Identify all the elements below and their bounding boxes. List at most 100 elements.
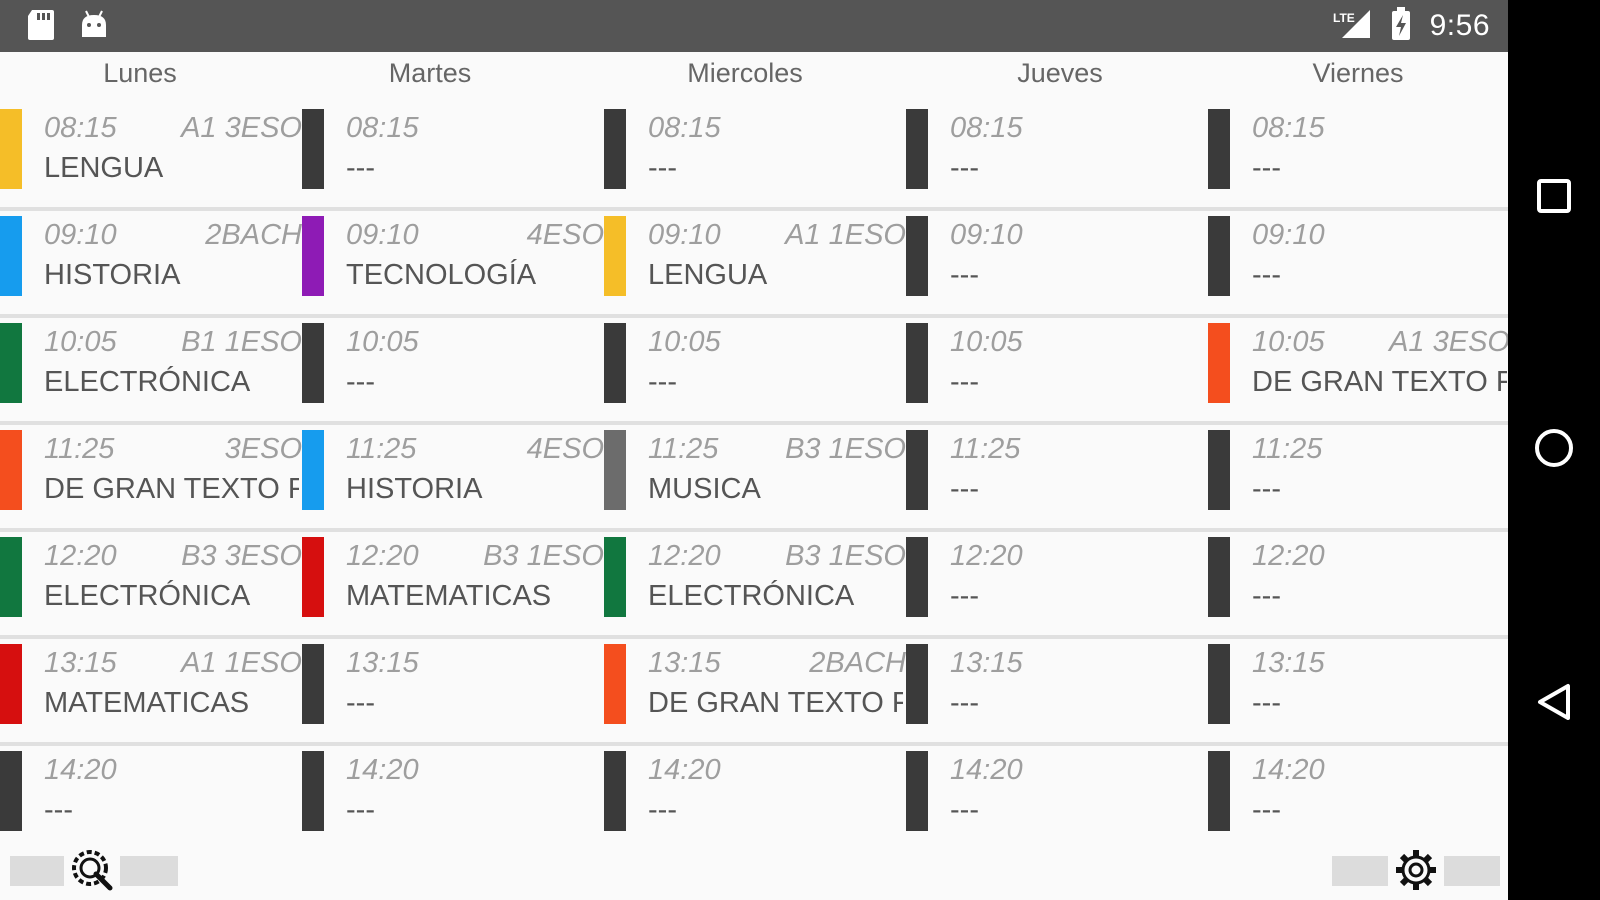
subject-name: --- [950, 794, 979, 826]
schedule-cell[interactable]: 08:15 A1 3ESO LENGUA [0, 104, 302, 207]
schedule-cell[interactable]: 12:20 B3 1ESO ELECTRÓNICA [604, 532, 906, 635]
schedule-cell[interactable]: 14:20 --- [604, 746, 906, 849]
subject-name: --- [1252, 580, 1281, 612]
back-button[interactable] [1526, 676, 1582, 732]
schedule-cell[interactable]: 08:15 --- [604, 104, 906, 207]
subject-color-bar [1208, 430, 1230, 510]
schedule-cell[interactable]: 13:15 2BACH DE GRAN TEXTO F [604, 639, 906, 742]
schedule-cell[interactable]: 11:25 B3 1ESO MUSICA [604, 425, 906, 528]
subject-name: --- [1252, 794, 1281, 826]
time-slot-row: 10:05 B1 1ESO ELECTRÓNICA 10:05 --- 10:05 --- 1… [0, 318, 1508, 425]
schedule-cell[interactable]: 13:15 A1 1ESO MATEMATICAS [0, 639, 302, 742]
class-group-label: B3 1ESO [785, 540, 906, 572]
time-slot-row: 11:25 3ESO DE GRAN TEXTO F 11:25 4ESO HISTORI… [0, 425, 1508, 532]
schedule-cell[interactable]: 13:15 --- [906, 639, 1208, 742]
slot-time: 08:15 [950, 112, 1023, 144]
schedule-cell[interactable]: 14:20 --- [906, 746, 1208, 849]
schedule-cell[interactable]: 09:10 --- [906, 211, 1208, 314]
class-group-label: A1 1ESO [785, 219, 906, 251]
schedule-cell[interactable]: 10:05 B1 1ESO ELECTRÓNICA [0, 318, 302, 421]
schedule-cell[interactable]: 09:10 2BACH HISTORIA [0, 211, 302, 314]
circle-home-icon [1533, 427, 1575, 474]
slot-time: 08:15 [346, 112, 419, 144]
subject-color-bar [0, 751, 22, 831]
bottom-toolbar [0, 842, 1508, 900]
time-slot-row: 13:15 A1 1ESO MATEMATICAS 13:15 --- 13:15 2BAC… [0, 639, 1508, 746]
subject-color-bar [1208, 644, 1230, 724]
subject-name: MATEMATICAS [44, 687, 250, 719]
subject-color-bar [1208, 109, 1230, 189]
schedule-cell[interactable]: 14:20 --- [0, 746, 302, 849]
subject-color-bar [302, 537, 324, 617]
subject-name: HISTORIA [346, 473, 483, 505]
schedule-cell[interactable]: 11:25 3ESO DE GRAN TEXTO F [0, 425, 302, 528]
slot-time: 13:15 [950, 647, 1023, 679]
slot-time: 09:10 [44, 219, 117, 251]
schedule-cell[interactable]: 14:20 --- [302, 746, 604, 849]
slot-time: 09:10 [648, 219, 721, 251]
subject-color-bar [906, 537, 928, 617]
time-slot-row: 08:15 A1 3ESO LENGUA 08:15 --- 08:15 --- 08:15 -… [0, 104, 1508, 211]
schedule-cell[interactable]: 12:20 --- [1208, 532, 1508, 635]
schedule-cell[interactable]: 09:10 4ESO TECNOLOGÍA [302, 211, 604, 314]
subject-name: --- [648, 794, 677, 826]
subject-color-bar [906, 430, 928, 510]
schedule-cell[interactable]: 13:15 --- [302, 639, 604, 742]
class-group-label: 3ESO [224, 433, 302, 465]
schedule-cell[interactable]: 10:05 --- [604, 318, 906, 421]
schedule-cell[interactable]: 11:25 --- [906, 425, 1208, 528]
home-button[interactable] [1526, 422, 1582, 478]
schedule-cell[interactable]: 11:25 4ESO HISTORIA [302, 425, 604, 528]
class-group-label: A1 3ESO [1389, 326, 1508, 358]
schedule-cell[interactable]: 09:10 A1 1ESO LENGUA [604, 211, 906, 314]
schedule-cell[interactable]: 11:25 --- [1208, 425, 1508, 528]
subject-color-bar [1208, 216, 1230, 296]
class-group-label: 4ESO [526, 219, 604, 251]
subject-name: DE GRAN TEXTO F [648, 687, 903, 719]
schedule-cell[interactable]: 09:10 --- [1208, 211, 1508, 314]
recents-button[interactable] [1526, 170, 1582, 226]
subject-color-bar [302, 751, 324, 831]
time-slot-row: 09:10 2BACH HISTORIA 09:10 4ESO TECNOLOGÍA 09:… [0, 211, 1508, 318]
subject-color-bar [906, 644, 928, 724]
schedule-cell[interactable]: 10:05 A1 3ESO DE GRAN TEXTO F [1208, 318, 1508, 421]
subject-color-bar [604, 751, 626, 831]
subject-color-bar [604, 430, 626, 510]
settings-button[interactable] [1388, 846, 1444, 898]
schedule-cell[interactable]: 12:20 B3 3ESO ELECTRÓNICA [0, 532, 302, 635]
subject-name: --- [950, 366, 979, 398]
class-group: 4ESO [474, 433, 604, 466]
class-group: A1 1ESO [172, 647, 302, 680]
schedule-cell[interactable]: 08:15 --- [1208, 104, 1508, 207]
schedule-cell[interactable]: 13:15 --- [1208, 639, 1508, 742]
schedule-cell[interactable]: 12:20 --- [906, 532, 1208, 635]
slot-time: 10:05 [648, 326, 721, 358]
schedule-cell[interactable]: 10:05 --- [906, 318, 1208, 421]
search-settings-button[interactable] [64, 846, 120, 898]
navigation-bar [1508, 0, 1600, 900]
class-group: 4ESO [474, 219, 604, 252]
time-slot-row: 12:20 B3 3ESO ELECTRÓNICA 12:20 B3 1ESO MATEM… [0, 532, 1508, 639]
class-group: 3ESO [172, 433, 302, 466]
subject-name: LENGUA [44, 152, 164, 184]
class-group-label: 4ESO [526, 433, 604, 465]
schedule-cell[interactable]: 14:20 --- [1208, 746, 1508, 849]
class-group: B3 1ESO [474, 540, 604, 573]
subject-color-bar [604, 216, 626, 296]
class-group-label: A1 1ESO [181, 647, 302, 679]
schedule-cell[interactable]: 08:15 --- [906, 104, 1208, 207]
slot-time: 11:25 [346, 433, 417, 465]
status-left-icons [26, 8, 110, 47]
day-header-martes: Martes [388, 58, 472, 88]
subject-name: --- [950, 580, 979, 612]
lte-signal-icon: LTE [1332, 8, 1372, 45]
schedule-cell[interactable]: 08:15 --- [302, 104, 604, 207]
subject-color-bar [1208, 751, 1230, 831]
schedule-cell[interactable]: 10:05 --- [302, 318, 604, 421]
slot-time: 10:05 [44, 326, 117, 358]
subject-name: --- [346, 794, 375, 826]
class-group: B3 1ESO [776, 433, 906, 466]
day-header-miercoles: Miercoles [687, 58, 803, 88]
status-bar: LTE 9:56 [0, 0, 1508, 52]
schedule-cell[interactable]: 12:20 B3 1ESO MATEMATICAS [302, 532, 604, 635]
